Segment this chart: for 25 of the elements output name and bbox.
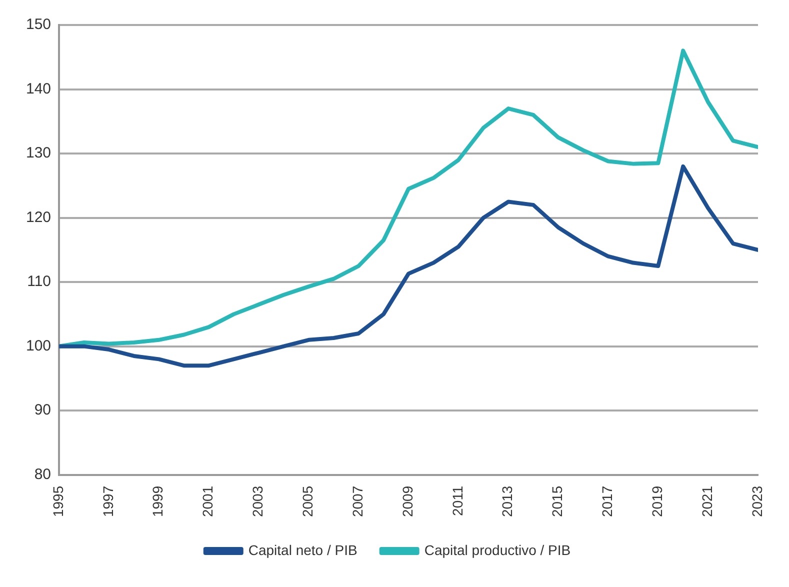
y-tick-label: 100: [26, 337, 52, 354]
x-tick-label: 2001: [200, 486, 216, 518]
x-tick-label: 2017: [599, 486, 616, 518]
y-tick-label: 90: [34, 402, 52, 419]
x-tick-label: 2009: [399, 486, 416, 518]
legend-label: Capital productivo / PIB: [424, 542, 571, 558]
x-tick-label: 2011: [449, 486, 466, 516]
y-tick-label: 150: [26, 16, 52, 34]
y-tick-label: 140: [26, 80, 52, 98]
x-tick-label: 2015: [549, 486, 566, 518]
x-tick-label: 2005: [300, 486, 316, 518]
y-tick-label: 110: [27, 273, 52, 290]
x-tick-label: 2007: [349, 486, 366, 518]
y-tick-label: 130: [26, 144, 52, 162]
y-tick-label: 120: [26, 208, 52, 226]
y-tick-label: 80: [34, 466, 52, 483]
x-tick-label: 1999: [150, 486, 166, 518]
x-tick-label: 1995: [50, 486, 66, 518]
x-tick-label: 2013: [499, 486, 516, 518]
x-tick-label: 2023: [748, 486, 765, 518]
legend-label: Capital neto / PIB: [248, 542, 358, 558]
x-tick-label: 1997: [100, 486, 116, 518]
x-tick-label: 2021: [698, 486, 715, 518]
x-tick-label: 2003: [250, 486, 266, 518]
x-tick-label: 2019: [649, 486, 666, 518]
